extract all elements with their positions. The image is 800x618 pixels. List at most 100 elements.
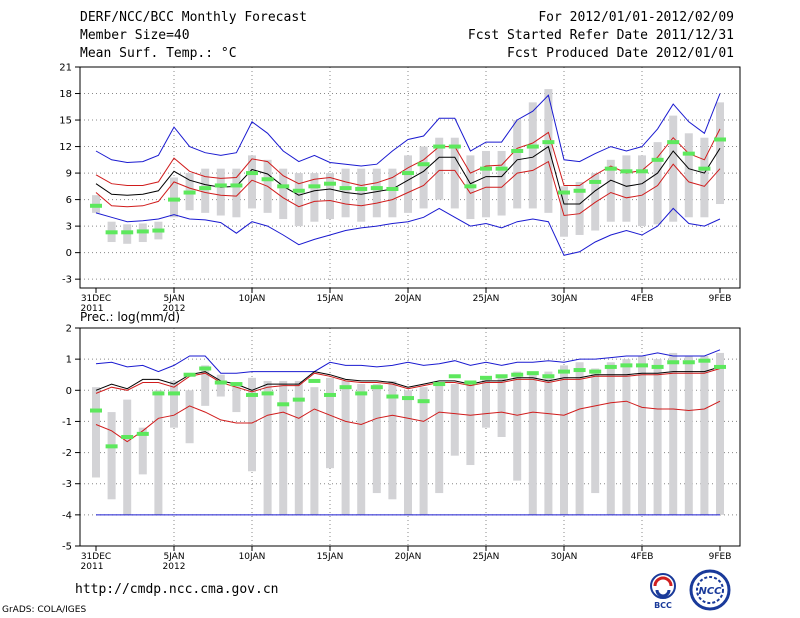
prec-box [435,384,444,494]
prec-box [404,390,412,515]
prec-median-mark [589,369,602,374]
temp-median-mark [168,197,180,202]
temp-median-mark [339,186,352,191]
temp-box [450,137,459,209]
temp-ytick-label: 18 [59,89,72,100]
prec-box [622,359,631,515]
temp-median-mark [402,171,414,176]
prec-median-mark [402,396,414,401]
prec-box [716,352,724,515]
prec-ytick-label: -2 [62,448,72,459]
prec-median-mark [386,394,399,399]
temp-median-mark [667,140,680,145]
prec-box [606,362,615,515]
temp-box [622,155,631,222]
prec-xtick-sublabel: 2012 [163,562,186,570]
temp-median-mark [417,162,430,167]
temp-ytick-label: 6 [66,195,72,206]
temp-median-mark [199,186,212,191]
temp-median-mark [261,177,274,182]
prec-box [248,377,256,472]
temp-box [170,177,178,218]
prec-xtick-label: 20JAN [395,552,422,562]
temp-ytick-label: 21 [59,63,72,74]
prec-median-mark [526,371,539,376]
prec-ytick-label: -3 [62,479,72,490]
prec-box [357,384,366,515]
prec-median-mark [682,360,695,365]
temp-box [388,168,397,218]
temp-box [700,137,709,218]
temp-median-mark [121,230,134,235]
prec-median-mark [636,363,648,368]
prec-box [263,380,272,515]
temp-median-mark [308,184,321,189]
prec-box [560,365,568,515]
prec-lower-inner-line [95,400,721,443]
prec-box [92,387,100,478]
temp-median-mark [651,157,664,162]
temp-median-mark [573,188,586,193]
temp-median-mark [324,181,336,186]
prec-median-mark [277,402,290,407]
temp-box [684,133,693,218]
prec-median-mark [464,380,477,385]
temp-median-mark [230,183,243,188]
prec-box [294,380,303,515]
temp-median-mark [183,190,196,195]
prec-box [216,374,225,397]
temp-box [248,155,256,209]
prec-box [232,384,241,413]
prec-ytick-label: 2 [66,324,72,335]
temp-xtick-label: 20JAN [395,294,422,304]
prec-box [513,371,522,481]
temp-box [201,168,210,213]
temp-box [497,150,506,216]
prec-xtick-label: 25JAN [473,552,500,562]
temp-xtick-label: 10JAN [239,294,266,304]
temp-box [653,142,662,225]
prec-mean-line [95,366,721,391]
temp-box [326,173,334,220]
prec-median-mark [292,397,305,402]
prec-ytick-label: 1 [66,355,72,366]
temp-median-mark [90,203,102,208]
prec-box [310,387,319,515]
temp-median-mark [448,144,461,149]
forecast-period: For 2012/01/01-2012/02/09 [538,10,734,25]
prec-box [700,356,709,515]
prec-median-mark [651,364,664,369]
temp-lower-outer-line [95,207,721,256]
prec-median-mark [448,374,461,379]
temp-upper-outer-line [95,93,721,167]
prec-median-mark [199,366,212,371]
prec-median-mark [121,435,134,439]
ncc-logo-text: NCC [698,586,722,597]
temp-xtick-sublabel: 2011 [81,304,104,314]
prec-median-mark [355,391,368,396]
temp-xtick-label: 9FEB [709,294,732,304]
temp-xtick-label: 30JAN [551,294,578,304]
prec-xtick-label: 4FEB [631,552,654,562]
forecast-produced: Fcst Produced Date 2012/01/01 [507,46,734,61]
bcc-logo-text: BCC [654,601,672,610]
temp-median-mark [355,186,368,191]
chart-title: DERF/NCC/BCC Monthly Forecast [80,10,307,25]
temp-median-mark [604,166,617,171]
prec-box [154,390,163,515]
temp-xtick-sublabel: 2012 [163,304,186,314]
temp-box [482,150,490,218]
temp-ytick-label: 9 [66,169,72,180]
prec-box [372,384,381,494]
prec-box [185,390,194,444]
footer-url[interactable]: http://cmdp.ncc.cma.gov.cn [75,582,279,597]
temp-box [357,168,366,222]
prec-median-mark [495,374,508,379]
temp-median-mark [698,166,711,171]
temp-median-mark [292,188,305,193]
prec-box [497,374,506,437]
temp-median-mark [480,166,492,171]
